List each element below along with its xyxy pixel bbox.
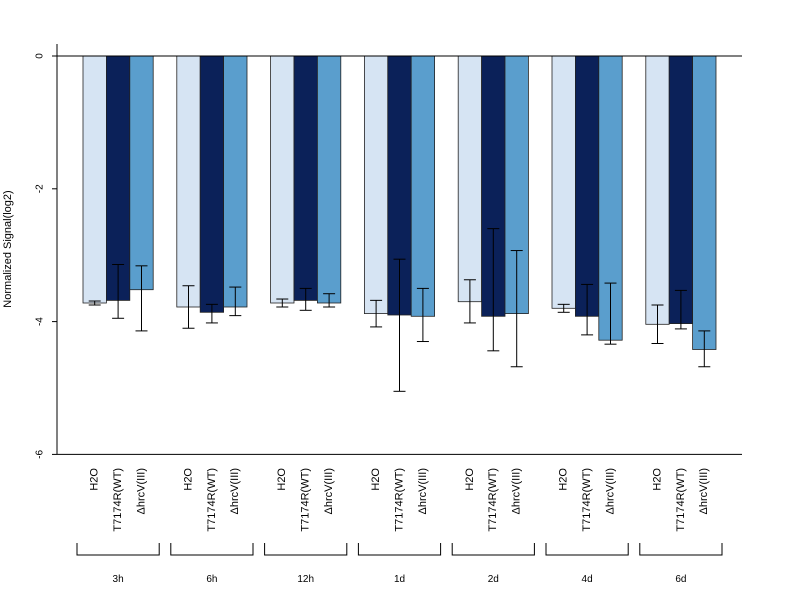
y-tick-label: -4	[35, 317, 46, 326]
category-label: H2O	[370, 468, 382, 491]
group-bracket	[545, 543, 629, 556]
category-label: T7174R(WT)	[487, 468, 499, 532]
error-bar	[510, 250, 523, 368]
category-label: H2O	[89, 468, 101, 491]
bar	[106, 55, 131, 301]
y-tick-label: -2	[35, 184, 46, 193]
bar	[692, 55, 717, 350]
error-bar	[88, 300, 101, 306]
category-label: ΔhrcV(III)	[323, 468, 335, 514]
category-label: H2O	[651, 468, 663, 491]
bar	[199, 55, 224, 313]
error-bar	[557, 303, 570, 313]
bar	[82, 55, 107, 304]
group-bracket	[357, 543, 442, 556]
category-label: ΔhrcV(III)	[229, 468, 241, 514]
group-label: 3h	[113, 574, 124, 585]
category-label: T7174R(WT)	[112, 468, 124, 532]
error-bar	[323, 293, 336, 308]
group-label: 2d	[488, 574, 499, 585]
bars-layer	[82, 55, 717, 350]
axes-layer	[52, 44, 742, 556]
bar	[645, 55, 670, 325]
error-bars-layer	[88, 228, 711, 392]
bar	[316, 55, 342, 304]
error-bar	[674, 289, 687, 330]
group-bracket	[170, 543, 254, 556]
bar	[363, 55, 389, 315]
error-bar	[276, 298, 289, 308]
bar	[129, 55, 154, 291]
error-bar	[135, 265, 148, 332]
error-bar	[698, 330, 711, 368]
error-bar	[229, 286, 242, 317]
y-axis-title: Normalized Signal(log2)	[2, 190, 14, 307]
error-bar	[370, 299, 383, 328]
category-label: ΔhrcV(III)	[511, 468, 523, 514]
error-bar	[299, 287, 312, 311]
category-label: ΔhrcV(III)	[417, 468, 429, 514]
error-bar	[651, 304, 664, 345]
group-label: 6d	[675, 574, 686, 585]
category-label: T7174R(WT)	[206, 468, 218, 532]
bar	[457, 55, 483, 303]
group-label: 4d	[582, 574, 593, 585]
bar	[176, 55, 201, 308]
category-label: T7174R(WT)	[300, 468, 312, 532]
group-bracket	[76, 543, 160, 556]
category-label: H2O	[464, 468, 476, 491]
category-label: H2O	[276, 468, 288, 491]
error-bar	[463, 279, 476, 324]
bar	[668, 55, 694, 325]
category-label: T7174R(WT)	[393, 468, 405, 532]
bar	[551, 55, 576, 309]
category-label: ΔhrcV(III)	[698, 468, 710, 514]
bar	[223, 55, 248, 308]
group-bracket	[451, 543, 535, 556]
labels-layer: 0 -2 -4 -6 H2O T7174R(WT) ΔhrcV(III) 3h H2O T7174…	[35, 53, 711, 585]
y-tick-label: -6	[35, 450, 46, 459]
bar	[270, 55, 295, 304]
bar	[575, 55, 600, 317]
error-bar	[416, 287, 429, 343]
group-label: 6h	[206, 574, 217, 585]
category-label: H2O	[182, 468, 194, 491]
category-label: T7174R(WT)	[581, 468, 593, 532]
y-tick-label: 0	[35, 53, 46, 59]
error-bar	[182, 285, 195, 329]
error-bar	[487, 228, 500, 352]
error-bar	[393, 258, 406, 392]
group-bracket	[264, 543, 348, 556]
group-label: 1d	[394, 574, 405, 585]
category-label: H2O	[558, 468, 570, 491]
error-bar	[604, 282, 617, 345]
error-bar	[581, 283, 594, 336]
group-label: 12h	[297, 574, 314, 585]
error-bar	[205, 303, 218, 324]
bar	[293, 55, 318, 301]
category-label: ΔhrcV(III)	[604, 468, 616, 514]
group-bracket	[639, 543, 723, 556]
bar	[410, 55, 436, 317]
category-label: ΔhrcV(III)	[135, 468, 147, 514]
category-label: T7174R(WT)	[675, 468, 687, 532]
error-bar	[112, 263, 125, 319]
